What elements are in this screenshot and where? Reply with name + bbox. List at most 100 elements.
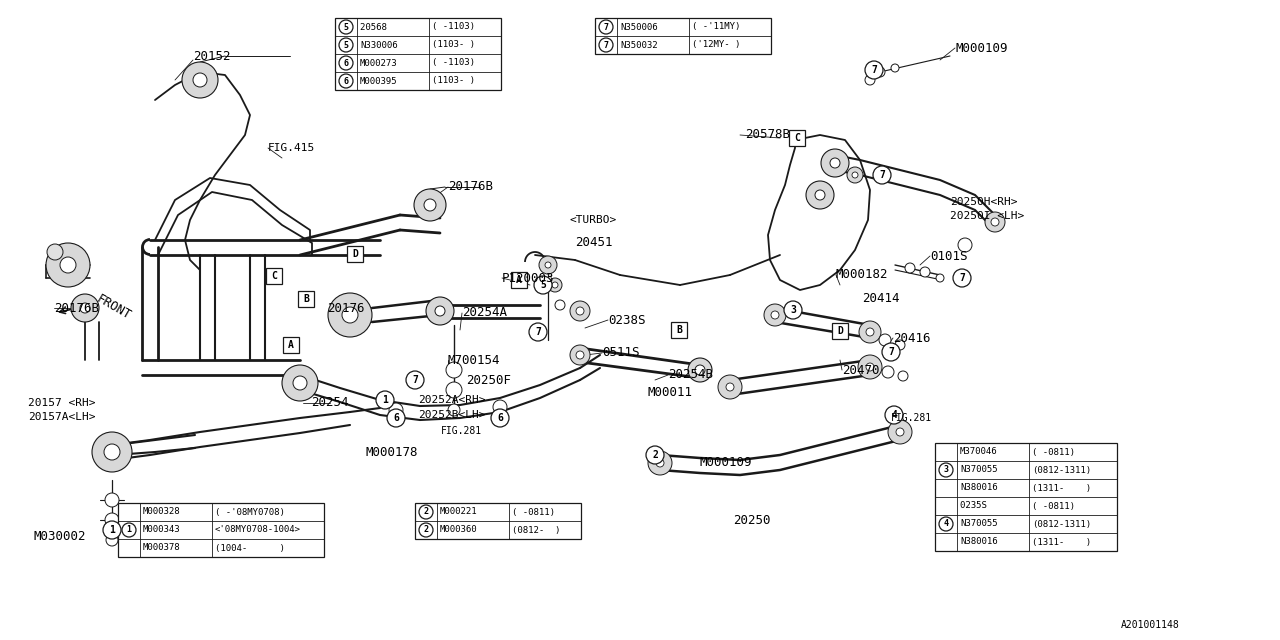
Text: P120003: P120003: [502, 271, 554, 285]
Circle shape: [599, 38, 613, 52]
Circle shape: [891, 64, 899, 72]
Text: ( -0811): ( -0811): [512, 508, 556, 516]
Text: (0812-  ): (0812- ): [512, 525, 561, 534]
Circle shape: [552, 282, 558, 288]
Circle shape: [820, 149, 849, 177]
Circle shape: [986, 212, 1005, 232]
Text: A: A: [516, 275, 522, 285]
Text: 6: 6: [343, 58, 348, 67]
Text: 20250: 20250: [733, 513, 771, 527]
Text: B: B: [303, 294, 308, 304]
Text: ( -1103): ( -1103): [433, 22, 475, 31]
Circle shape: [882, 343, 900, 361]
Text: M000273: M000273: [360, 58, 398, 67]
Text: N370055: N370055: [960, 465, 997, 474]
Bar: [347, 246, 364, 262]
Circle shape: [424, 199, 436, 211]
Circle shape: [339, 56, 353, 70]
Bar: [595, 18, 771, 54]
Circle shape: [718, 375, 742, 399]
Bar: [335, 18, 500, 90]
Text: 20254: 20254: [311, 397, 348, 410]
Text: 20176B: 20176B: [448, 180, 493, 193]
Circle shape: [764, 304, 786, 326]
Circle shape: [105, 513, 119, 527]
Circle shape: [193, 73, 207, 87]
Circle shape: [646, 446, 664, 464]
Circle shape: [92, 432, 132, 472]
Text: B: B: [676, 325, 682, 335]
Text: 2: 2: [424, 525, 429, 534]
Circle shape: [419, 523, 433, 537]
Circle shape: [445, 362, 462, 378]
Text: D: D: [352, 249, 358, 259]
Circle shape: [426, 297, 454, 325]
Text: C: C: [794, 133, 800, 143]
Text: 1: 1: [127, 525, 132, 534]
Text: FIG.415: FIG.415: [268, 143, 315, 153]
Circle shape: [445, 382, 462, 398]
Circle shape: [328, 293, 372, 337]
Circle shape: [852, 172, 858, 178]
Bar: [283, 337, 300, 353]
Text: N370055: N370055: [960, 520, 997, 529]
Text: <'08MY0708-1004>: <'08MY0708-1004>: [215, 525, 301, 534]
Text: (1103- ): (1103- ): [433, 77, 475, 86]
Circle shape: [726, 383, 733, 391]
Text: M000221: M000221: [440, 508, 477, 516]
Circle shape: [282, 365, 317, 401]
Circle shape: [884, 406, 902, 424]
Bar: [832, 323, 849, 339]
Circle shape: [847, 167, 863, 183]
Circle shape: [806, 181, 835, 209]
Text: N380016: N380016: [960, 483, 997, 493]
Circle shape: [576, 307, 584, 315]
Text: 20414: 20414: [861, 291, 900, 305]
Text: 2: 2: [652, 450, 658, 460]
Text: M000378: M000378: [143, 543, 180, 552]
Text: 20157A<LH>: 20157A<LH>: [28, 412, 96, 422]
Text: 20254B: 20254B: [668, 369, 713, 381]
Text: 20252A<RH>: 20252A<RH>: [419, 395, 485, 405]
Circle shape: [493, 400, 507, 414]
Text: (1311-    ): (1311- ): [1032, 538, 1091, 547]
Circle shape: [689, 358, 712, 382]
Text: M000109: M000109: [700, 456, 753, 468]
Text: 1: 1: [109, 525, 115, 535]
Text: ( -0811): ( -0811): [1032, 502, 1085, 511]
Text: 20568: 20568: [360, 22, 408, 31]
Bar: [266, 268, 282, 284]
Text: ('12MY- ): ('12MY- ): [692, 40, 740, 49]
Text: ( -1103): ( -1103): [433, 58, 475, 67]
Text: 1: 1: [381, 395, 388, 405]
Circle shape: [940, 517, 954, 531]
Circle shape: [387, 409, 404, 427]
Text: 4: 4: [943, 520, 948, 529]
Circle shape: [865, 61, 883, 79]
Text: (1004-      ): (1004- ): [215, 543, 285, 552]
Circle shape: [339, 74, 353, 88]
Text: 7: 7: [535, 327, 541, 337]
Circle shape: [104, 444, 120, 460]
Circle shape: [545, 262, 550, 268]
Text: 0238S: 0238S: [608, 314, 645, 326]
Text: <TURBO>: <TURBO>: [570, 215, 617, 225]
Text: 20254A: 20254A: [462, 307, 507, 319]
Text: M700154: M700154: [448, 353, 500, 367]
Text: (1311-    ): (1311- ): [1032, 483, 1091, 493]
Text: N330006: N330006: [360, 40, 398, 49]
Text: 5: 5: [343, 40, 348, 49]
Circle shape: [406, 371, 424, 389]
Circle shape: [122, 523, 136, 537]
Text: (0812-1311): (0812-1311): [1032, 465, 1091, 474]
Circle shape: [657, 459, 664, 467]
Circle shape: [815, 190, 826, 200]
Circle shape: [293, 376, 307, 390]
Text: N380016: N380016: [960, 538, 997, 547]
Text: 0101S: 0101S: [931, 250, 968, 262]
Text: 7: 7: [879, 170, 884, 180]
Bar: [118, 503, 324, 557]
Text: M00011: M00011: [646, 385, 692, 399]
Circle shape: [448, 404, 460, 416]
Bar: [415, 503, 581, 539]
